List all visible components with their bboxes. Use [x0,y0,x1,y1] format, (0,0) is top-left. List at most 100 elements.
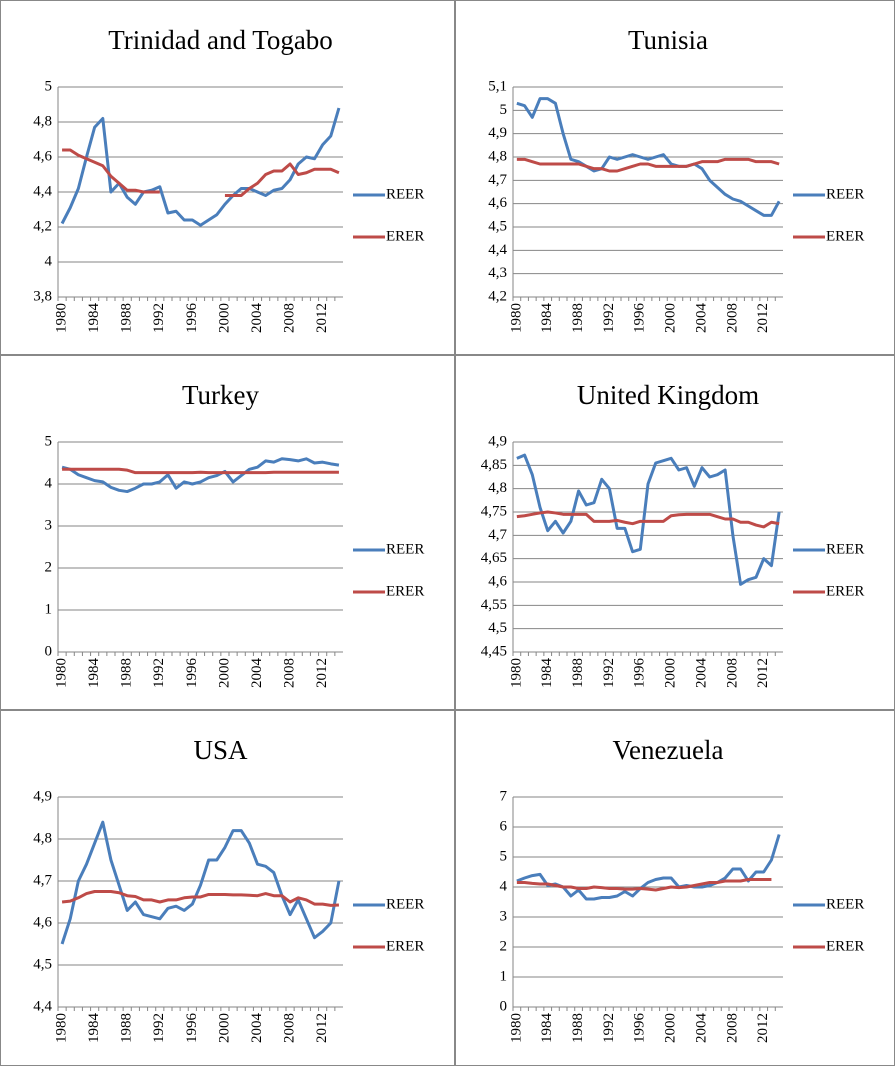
y-tick-label: 4 [45,475,53,491]
x-tick-label: 2008 [282,658,298,688]
x-tick-label: 2008 [724,1013,740,1043]
x-tick-label: 2004 [693,658,709,689]
x-tick-label: 2008 [724,303,740,333]
y-tick-label: 3 [45,517,53,533]
x-tick-label: 1980 [508,1013,524,1043]
chart-title: United Kingdom [577,380,759,410]
y-tick-label: 4,8 [488,480,507,496]
legend-label: ERER [826,938,864,954]
x-tick-label: 2004 [249,658,265,689]
x-tick-label: 1996 [184,658,200,689]
x-tick-label: 1992 [601,658,617,688]
x-tick-label: 2008 [282,303,298,333]
series-line [62,467,339,475]
chart-title: Tunisia [628,25,708,55]
x-tick-label: 2000 [216,303,232,333]
x-tick-label: 1980 [508,658,524,688]
x-tick-label: 2000 [663,303,679,333]
y-tick-label: 3 [500,908,508,924]
y-tick-label: 2 [500,938,508,954]
y-tick-label: 4,55 [481,597,507,613]
x-tick-label: 1984 [539,658,555,689]
y-tick-label: 4,6 [488,195,507,211]
x-tick-label: 2004 [249,1013,265,1044]
x-tick-label: 2012 [314,1013,330,1043]
y-tick-label: 4 [45,253,53,269]
chart-title: Trinidad and Togabo [108,25,333,55]
y-tick-label: 4,2 [33,218,52,234]
x-tick-label: 1988 [570,303,586,333]
y-tick-label: 3,8 [33,288,52,304]
y-tick-label: 5,1 [488,78,507,94]
x-tick-label: 1984 [86,1013,102,1044]
y-tick-label: 4,45 [481,643,507,659]
y-tick-label: 1 [45,601,53,617]
x-tick-label: 1996 [632,1013,648,1044]
legend-label: REER [826,541,864,557]
y-tick-label: 4,3 [488,265,507,281]
legend-label: REER [826,186,864,202]
x-tick-label: 2012 [755,658,771,688]
y-tick-label: 7 [500,788,508,804]
legend-label: REER [386,186,424,202]
x-tick-label: 1980 [54,658,70,688]
series-line [516,97,781,217]
y-tick-label: 4,7 [33,872,52,888]
x-tick-label: 2008 [282,1013,298,1043]
y-tick-label: 4,8 [488,148,507,164]
x-tick-label: 1988 [119,303,135,333]
x-tick-label: 1980 [54,1013,70,1043]
y-tick-label: 2 [45,559,53,575]
x-tick-label: 1992 [151,658,167,688]
series-line [516,157,780,173]
y-tick-label: 4 [500,878,508,894]
y-tick-label: 4,5 [33,956,52,972]
series-line [60,107,341,227]
x-tick-label: 2012 [755,303,771,333]
y-tick-label: 0 [45,643,53,659]
y-tick-label: 4,4 [488,242,507,258]
x-tick-label: 2000 [663,1013,679,1043]
x-tick-label: 1984 [539,303,555,334]
x-tick-label: 1996 [184,303,200,334]
legend-label: ERER [386,938,424,954]
legend-label: ERER [386,583,424,599]
x-tick-label: 1992 [601,303,617,333]
x-tick-label: 1980 [508,303,524,333]
y-tick-label: 5 [500,102,508,118]
y-tick-label: 4,6 [488,573,507,589]
y-tick-label: 4,6 [33,914,52,930]
y-tick-label: 4,7 [488,172,507,188]
series-line [60,820,341,945]
y-tick-label: 4,65 [481,550,507,566]
legend-label: REER [386,541,424,557]
chart-title: Turkey [182,380,260,410]
series-line [516,878,772,892]
y-tick-label: 0 [500,998,508,1014]
series-line [516,510,780,529]
chart-title: USA [193,735,248,765]
x-tick-label: 2000 [216,1013,232,1043]
y-tick-label: 5 [500,848,508,864]
series-line [62,148,340,197]
x-tick-label: 1996 [632,658,648,689]
y-tick-label: 4,4 [33,183,52,199]
y-tick-label: 4,85 [481,457,507,473]
legend-label: REER [386,896,424,912]
y-tick-label: 4,2 [488,288,507,304]
x-tick-label: 1996 [184,1013,200,1044]
x-tick-label: 2000 [216,658,232,688]
y-tick-label: 6 [500,818,508,834]
legend-label: ERER [826,228,864,244]
x-tick-label: 2004 [249,303,265,334]
legend-label: ERER [386,228,424,244]
x-tick-label: 2004 [693,303,709,334]
y-tick-label: 4,9 [33,788,52,804]
chart-title: Venezuela [613,735,724,765]
y-tick-label: 4,4 [33,998,52,1014]
x-tick-label: 2012 [314,658,330,688]
x-tick-label: 1980 [54,303,70,333]
y-tick-label: 4,75 [481,503,507,519]
x-tick-label: 2004 [693,1013,709,1044]
